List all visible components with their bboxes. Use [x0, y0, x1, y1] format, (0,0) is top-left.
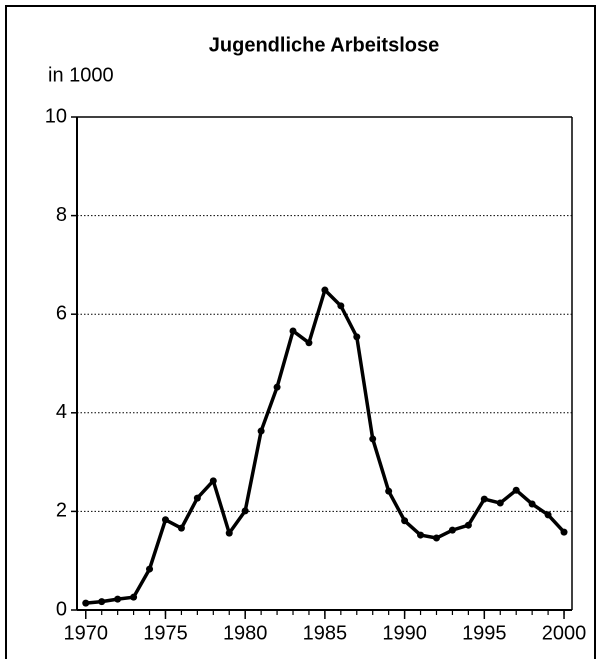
- point: [161, 516, 169, 524]
- point: [241, 507, 249, 515]
- point: [512, 486, 520, 494]
- y-tick-label: 10: [45, 105, 67, 127]
- line-series: [85, 288, 566, 605]
- point: [544, 511, 552, 519]
- point: [417, 531, 425, 539]
- point: [369, 435, 377, 443]
- y-tick-label: 4: [56, 401, 67, 423]
- x-tick-label: 1985: [303, 622, 348, 644]
- point: [98, 598, 106, 606]
- point: [82, 599, 90, 607]
- point: [385, 487, 393, 495]
- x-tick-label: 1990: [382, 622, 427, 644]
- point: [480, 495, 488, 503]
- y-tick-label: 6: [56, 302, 67, 324]
- x-tick-label: 1970: [64, 622, 109, 644]
- point: [464, 521, 472, 529]
- point: [353, 333, 361, 341]
- point: [528, 500, 536, 508]
- frame: [5, 5, 596, 659]
- point: [177, 524, 185, 532]
- chart-title: Jugendliche Arbeitslose: [209, 34, 439, 56]
- y-tick-label: 2: [56, 500, 67, 522]
- point: [114, 595, 122, 603]
- point: [289, 327, 297, 335]
- point: [305, 339, 313, 347]
- point: [193, 494, 201, 502]
- point: [337, 302, 345, 310]
- point: [130, 593, 138, 601]
- point: [225, 529, 233, 537]
- y-axis-label: in 1000: [48, 64, 114, 86]
- point: [321, 286, 329, 294]
- point: [432, 534, 440, 542]
- x-tick-label: 1995: [462, 622, 507, 644]
- point: [448, 526, 456, 534]
- y-tick-label: 0: [56, 598, 67, 620]
- x-tick-label: 1980: [223, 622, 268, 644]
- x-tick-label: 2000: [542, 622, 587, 644]
- point: [273, 383, 281, 391]
- point: [560, 528, 568, 536]
- point: [257, 427, 265, 435]
- y-tick-label: 8: [56, 204, 67, 226]
- point: [209, 477, 217, 485]
- x-tick-label: 1975: [143, 622, 188, 644]
- point: [401, 517, 409, 525]
- point: [146, 565, 154, 573]
- point: [496, 499, 504, 507]
